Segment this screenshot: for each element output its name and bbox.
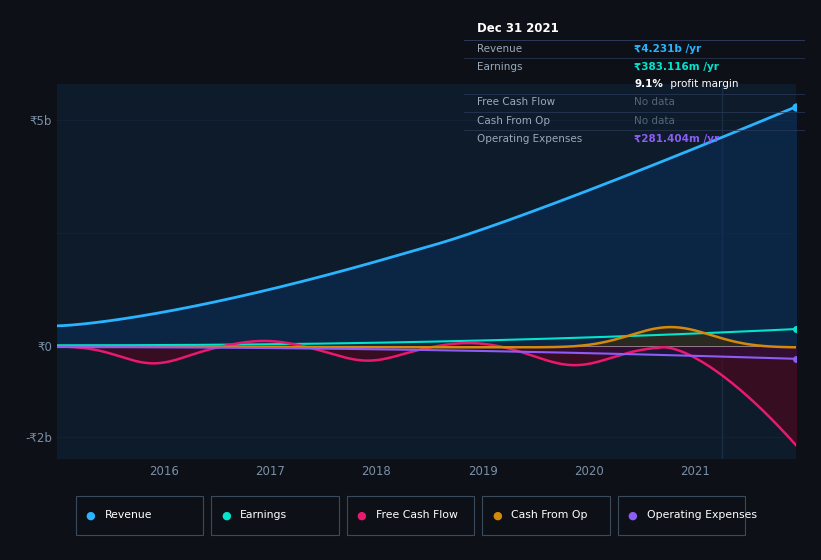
- Text: Earnings: Earnings: [478, 62, 523, 72]
- Text: profit margin: profit margin: [667, 80, 738, 89]
- Text: Dec 31 2021: Dec 31 2021: [478, 22, 559, 35]
- Text: Free Cash Flow: Free Cash Flow: [478, 97, 556, 108]
- Text: Revenue: Revenue: [104, 510, 152, 520]
- Text: No data: No data: [635, 97, 675, 108]
- Text: Free Cash Flow: Free Cash Flow: [376, 510, 457, 520]
- Text: Cash From Op: Cash From Op: [511, 510, 588, 520]
- Text: ₹383.116m /yr: ₹383.116m /yr: [635, 62, 719, 72]
- Text: ●: ●: [628, 510, 637, 520]
- Text: Operating Expenses: Operating Expenses: [478, 134, 583, 144]
- Text: ●: ●: [222, 510, 231, 520]
- Text: ●: ●: [86, 510, 95, 520]
- Text: No data: No data: [635, 115, 675, 125]
- Text: ●: ●: [357, 510, 366, 520]
- Text: 9.1%: 9.1%: [635, 80, 663, 89]
- Text: ●: ●: [493, 510, 502, 520]
- Text: ₹4.231b /yr: ₹4.231b /yr: [635, 44, 701, 54]
- Text: Earnings: Earnings: [240, 510, 287, 520]
- Text: ₹281.404m /yr: ₹281.404m /yr: [635, 134, 719, 144]
- Text: Revenue: Revenue: [478, 44, 523, 54]
- Text: Cash From Op: Cash From Op: [478, 115, 551, 125]
- Text: Operating Expenses: Operating Expenses: [647, 510, 756, 520]
